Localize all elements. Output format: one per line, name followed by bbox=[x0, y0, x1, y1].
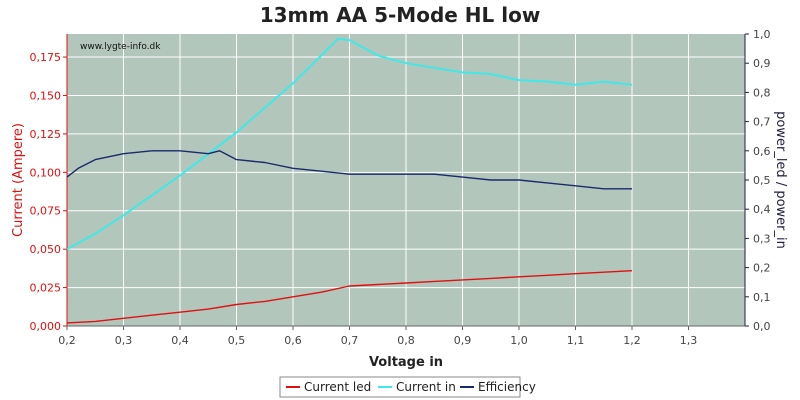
x-tick-label: 1,0 bbox=[510, 334, 528, 347]
x-axis-label: Voltage in bbox=[369, 355, 443, 370]
x-tick-label: 0,9 bbox=[454, 334, 472, 347]
legend-entry-label: Efficiency bbox=[478, 380, 536, 394]
y-left-tick-label: 0,000 bbox=[30, 320, 62, 333]
y-left-tick-label: 0,175 bbox=[30, 51, 62, 64]
legend-entry-label: Current in bbox=[396, 380, 456, 394]
y-axis-left-label: Current (Ampere) bbox=[11, 123, 26, 237]
y-right-tick-label: 0,6 bbox=[753, 145, 771, 158]
y-right-tick-label: 0,9 bbox=[753, 57, 771, 70]
x-tick-label: 0,4 bbox=[171, 334, 189, 347]
y-right-tick-label: 0,0 bbox=[753, 320, 771, 333]
x-tick-label: 1,2 bbox=[623, 334, 641, 347]
y-left-tick-label: 0,125 bbox=[30, 128, 62, 141]
legend-entry-label: Current led bbox=[304, 380, 371, 394]
axes: 0,2 0,3 0,4 0,5 0,6 0,7 0,8 0,9 1,0 1,1 1,2 1,30,00… bbox=[30, 28, 771, 347]
y-right-tick-label: 0,5 bbox=[753, 174, 771, 187]
plot-area bbox=[66, 34, 745, 327]
y-right-tick-label: 0,7 bbox=[753, 116, 771, 129]
y-left-tick-label: 0,075 bbox=[30, 205, 62, 218]
chart-title: 13mm AA 5-Mode HL low bbox=[260, 3, 541, 27]
series-current-led-line bbox=[66, 270, 633, 324]
y-right-tick-label: 0,1 bbox=[753, 291, 771, 304]
y-axis-right-label: power_led / power_in bbox=[773, 111, 788, 249]
legend-box bbox=[279, 376, 521, 398]
x-tick-label: 0,3 bbox=[115, 334, 133, 347]
y-right-tick-label: 0,4 bbox=[753, 203, 771, 216]
x-tick-label: 0,2 bbox=[58, 334, 76, 347]
x-tick-label: 0,6 bbox=[284, 334, 302, 347]
y-left-tick-label: 0,050 bbox=[30, 243, 62, 256]
y-right-tick-label: 0,3 bbox=[753, 232, 771, 245]
series-layer bbox=[66, 37, 633, 324]
y-left-tick-label: 0,150 bbox=[30, 89, 62, 102]
y-right-tick-label: 0,2 bbox=[753, 262, 771, 275]
x-tick-label: 1,3 bbox=[680, 334, 698, 347]
series-current-in-line bbox=[66, 37, 633, 251]
x-tick-label: 0,5 bbox=[228, 334, 246, 347]
y-right-tick-label: 1,0 bbox=[753, 28, 771, 41]
y-right-tick-label: 0,8 bbox=[753, 86, 771, 99]
x-tick-label: 0,8 bbox=[397, 334, 415, 347]
x-tick-label: 1,1 bbox=[567, 334, 585, 347]
watermark: www.lygte-info.dk bbox=[80, 42, 161, 52]
x-tick-label: 0,7 bbox=[341, 334, 359, 347]
y-left-tick-label: 0,100 bbox=[30, 166, 62, 179]
series-efficiency-line bbox=[66, 150, 632, 190]
legend: Current led Current in Efficiency bbox=[279, 376, 536, 398]
y-left-tick-label: 0,025 bbox=[30, 282, 62, 295]
